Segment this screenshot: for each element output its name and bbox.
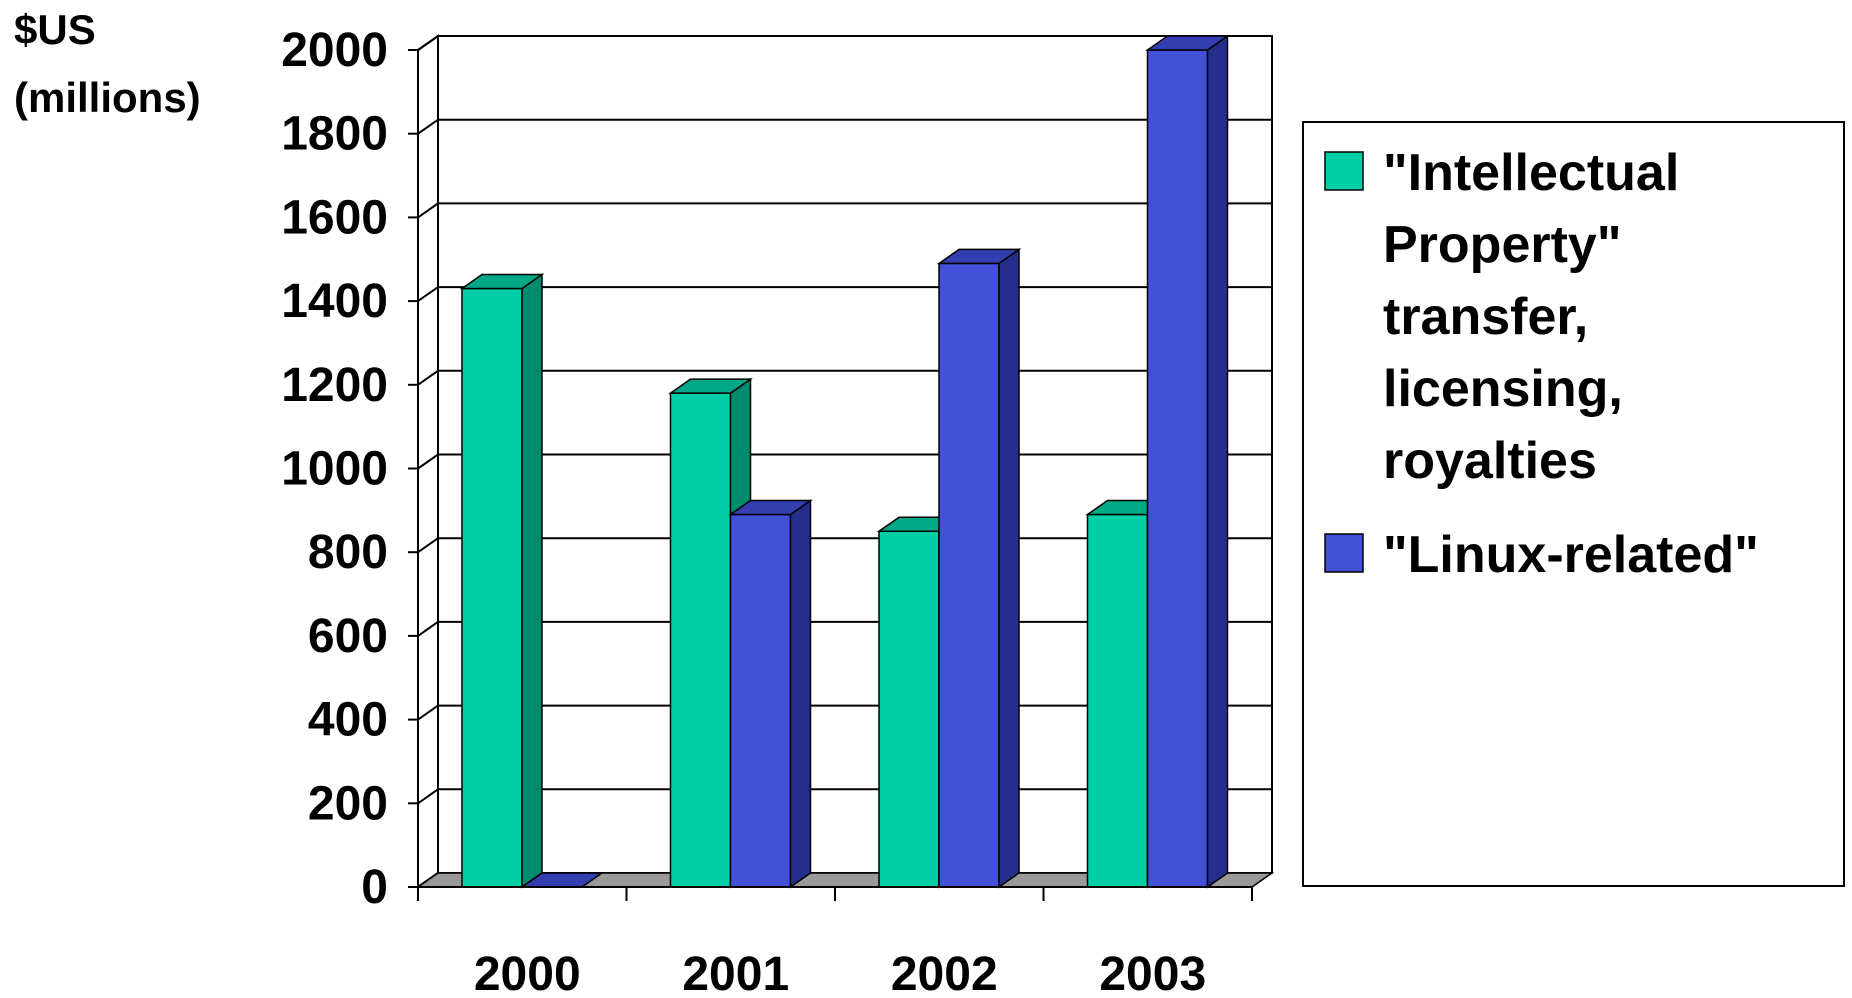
legend-label: licensing,: [1383, 360, 1623, 418]
gridline: [417, 202, 1272, 219]
legend-label: "Intellectual: [1383, 144, 1679, 202]
bar: [728, 499, 813, 889]
legend-swatch: [1324, 533, 1364, 573]
bar-front: [878, 530, 940, 888]
legend-label: royalties: [1383, 432, 1597, 490]
bar-front: [461, 287, 523, 888]
bar-side: [789, 499, 812, 889]
y-tick-label: 800: [308, 526, 388, 579]
axes: [408, 49, 1253, 901]
bar: [1145, 34, 1230, 889]
x-tick-label: 2001: [682, 948, 789, 998]
x-tick-label: 2000: [474, 948, 581, 998]
y-tick-label: 1800: [281, 108, 388, 161]
y-tick-label: 400: [308, 694, 388, 747]
y-axis-label-line-1: $US: [14, 6, 96, 53]
legend-label: transfer,: [1383, 288, 1588, 346]
legend-swatch: [1324, 151, 1364, 191]
bar-front: [729, 513, 792, 888]
bar-top: [459, 273, 545, 290]
legend-label: Property": [1383, 216, 1622, 274]
bar: [936, 247, 1022, 889]
legend: "Intellectual Property" transfer, licensing…: [1302, 121, 1845, 887]
bar-top: [936, 248, 1022, 265]
bar-side: [521, 273, 543, 889]
gridline: [417, 35, 1272, 51]
y-axis-tick-labels: 0 200 400 600 800 1000 1200 1400 1600 1800 2000: [281, 24, 388, 914]
y-tick-label: 200: [308, 777, 388, 830]
legend-label: "Linux-related": [1383, 526, 1759, 584]
bar-front: [669, 392, 732, 888]
bars: [459, 34, 1230, 889]
y-tick-label: 2000: [281, 24, 388, 77]
y-tick-label: 1200: [281, 359, 388, 412]
bar-top: [668, 378, 753, 394]
gridline: [417, 118, 1272, 135]
y-tick-label: 1000: [281, 443, 388, 496]
bar-front: [1146, 49, 1209, 888]
bar-front: [1086, 513, 1149, 888]
y-tick-label: 1600: [281, 191, 388, 244]
bar-side: [998, 247, 1020, 889]
y-tick-label: 1400: [281, 275, 388, 328]
y-axis-label-line-2: (millions): [14, 74, 201, 121]
bar-front: [938, 262, 1000, 888]
bar-side: [1206, 34, 1229, 889]
bar-top: [1145, 35, 1230, 51]
bar-top: [728, 499, 813, 516]
bar: [459, 273, 545, 889]
x-tick-label: 2003: [1099, 948, 1206, 998]
y-tick-label: 0: [361, 861, 388, 914]
y-tick-label: 600: [308, 610, 388, 663]
x-axis-tick-labels: 2000 2001 2002 2003: [474, 948, 1206, 998]
legend-box: [1302, 121, 1845, 887]
x-tick-label: 2002: [891, 948, 998, 998]
